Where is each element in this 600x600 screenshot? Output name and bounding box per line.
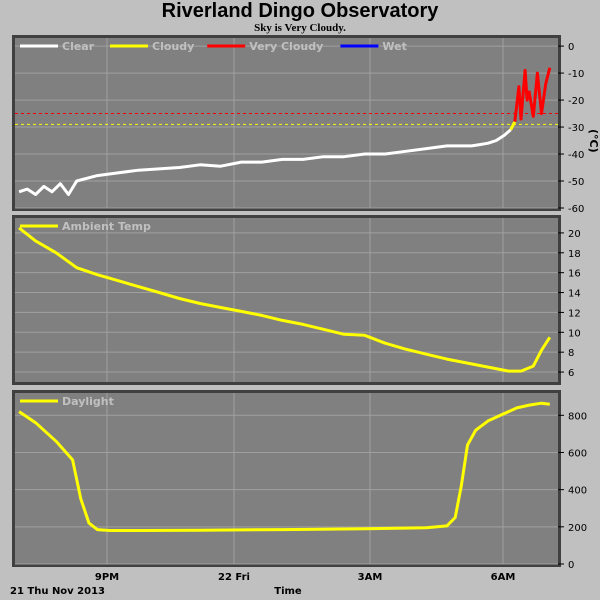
plot-area [15,218,558,382]
series-line-cloudy [509,121,517,131]
y-tick-label: 600 [568,448,587,459]
y-tick-label: -20 [568,96,584,107]
y-tick-label: 0 [568,42,574,53]
y-tick-label: 6 [568,368,574,379]
legend-label: Wet [382,40,406,53]
y-tick-label: -10 [568,69,584,80]
series-line-clear [18,128,512,196]
panel-1: 0 -10 -20 -30 -40 -50 -60 Clear Cloudy Very Cloud… [12,35,600,215]
y-tick-label: -30 [568,123,584,134]
date-label: 21 Thu Nov 2013 [10,586,105,597]
plot-area [15,393,558,564]
legend-label: Cloudy [152,40,194,53]
panel-2: 20 18 16 14 12 10 8 6 Ambient Temp [12,215,581,385]
y-tick-label: -50 [568,177,584,188]
y-tick-label: 0 [568,560,574,571]
y-tick-label: 8 [568,348,574,359]
plot-area [15,38,558,208]
x-axis-label: Time [274,586,302,597]
series-line-daylight [18,401,550,532]
y-tick-label: -60 [568,204,584,215]
legend-label: Ambient Temp [62,220,151,233]
sky-status-subtitle: Sky is Very Cloudy. [254,22,346,34]
panel-3: 800 600 400 200 0 Daylight 9PM 22 Fri 3AM 6AM [12,390,587,583]
y-tick-label: 200 [568,523,587,534]
x-tick-label: 6AM [491,572,516,583]
y-tick-label: 800 [568,411,587,422]
legend-label: Clear [62,40,95,53]
series-line-ambient-temp [18,226,552,373]
x-tick-label: 3AM [358,572,383,583]
legend-label: Very Cloudy [249,40,323,53]
series-line-very-cloudy [513,67,552,122]
y-tick-label: -40 [568,150,584,161]
y-tick-label: 18 [568,249,581,260]
x-tick-label: 22 Fri [218,572,250,583]
y-tick-label: 20 [568,229,581,240]
x-tick-label: 9PM [95,572,119,583]
y-axis-unit: (°C) [587,129,600,153]
y-tick-label: 14 [568,289,581,300]
y-tick-label: 12 [568,308,581,319]
y-tick-label: 16 [568,269,581,280]
legend-label: Daylight [62,395,114,408]
y-tick-label: 400 [568,486,587,497]
y-tick-label: 10 [568,328,581,339]
chart-title: Riverland Dingo Observatory [161,0,439,22]
